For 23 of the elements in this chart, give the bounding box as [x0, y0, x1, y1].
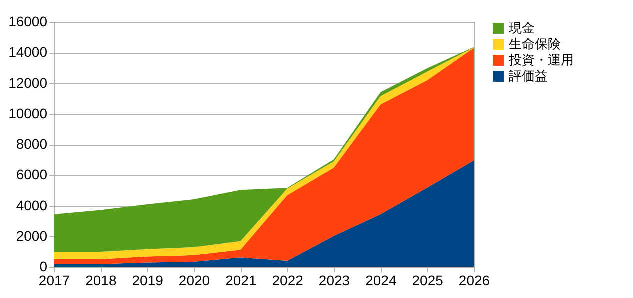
x-tick-label: 2017: [38, 272, 70, 288]
y-tick-label: 4000: [16, 197, 48, 214]
legend-label: 現金: [509, 22, 535, 36]
x-tick-label: 2024: [366, 272, 397, 288]
legend-label: 投資・運用: [508, 54, 574, 68]
legend-label: 評価益: [509, 70, 548, 84]
x-tick-label: 2018: [86, 272, 117, 288]
y-tick-label: 2000: [16, 228, 48, 244]
x-tick-label: 2021: [226, 272, 257, 288]
x-tick-label: 2019: [132, 272, 164, 288]
y-tick-label: 0: [40, 258, 48, 274]
y-tick-label: 14000: [8, 44, 48, 60]
x-tick-label: 2025: [412, 272, 444, 288]
legend-label: 生命保険: [509, 38, 561, 52]
y-tick-label: 16000: [8, 14, 48, 30]
x-tick-label: 2020: [178, 272, 210, 288]
y-tick-label: 6000: [16, 166, 48, 183]
y-tick-label: 10000: [8, 105, 48, 122]
x-tick-label: 2023: [318, 272, 350, 288]
y-tick-label: 8000: [16, 136, 48, 152]
x-tick-label: 2026: [458, 272, 490, 288]
y-tick-label: 12000: [8, 74, 48, 91]
x-tick-label: 2022: [272, 272, 304, 288]
